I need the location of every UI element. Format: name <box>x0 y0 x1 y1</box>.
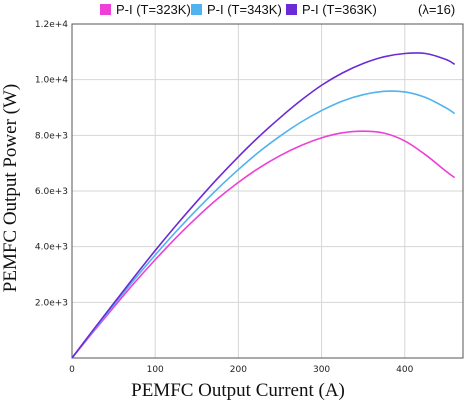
legend-label-323k: P-I (T=323K) <box>116 2 191 17</box>
legend-lambda-note: (λ=16) <box>418 2 455 17</box>
x-axis-title: PEMFC Output Current (A) <box>131 380 345 401</box>
series-lines <box>71 52 456 359</box>
y-tick-label: 1.0e+4 <box>35 76 68 86</box>
series-line-363k <box>71 52 456 359</box>
x-tick-label: 300 <box>313 365 330 375</box>
legend-label-363k: P-I (T=363K) <box>302 2 377 17</box>
x-tick-label: 100 <box>147 365 164 375</box>
y-tick-label: 6.0e+3 <box>35 187 68 197</box>
y-tick-label: 4.0e+3 <box>35 243 68 253</box>
legend-swatch-363k <box>286 4 297 15</box>
legend: P-I (T=323K) P-I (T=343K) P-I (T=363K) (… <box>100 2 455 17</box>
y-tick-label: 1.2e+4 <box>35 20 68 30</box>
x-axis-ticks: 0 100 200 300 400 <box>69 365 413 375</box>
y-tick-label: 8.0e+3 <box>35 131 68 141</box>
y-tick-label: 2.0e+3 <box>35 298 68 308</box>
grid <box>72 23 463 358</box>
plot-frame <box>71 23 464 359</box>
x-tick-label: 0 <box>69 365 75 375</box>
legend-label-343k: P-I (T=343K) <box>207 2 282 17</box>
series-line-323k <box>71 130 456 359</box>
x-tick-label: 200 <box>230 365 247 375</box>
series-line-343k <box>71 90 456 359</box>
y-axis-title: PEMFC Output Power (W) <box>0 84 21 292</box>
y-axis-ticks: 2.0e+3 4.0e+3 6.0e+3 8.0e+3 1.0e+4 1.2e+4 <box>35 20 68 308</box>
legend-swatch-343k <box>191 4 202 15</box>
legend-swatch-323k <box>100 4 111 15</box>
x-tick-label: 400 <box>396 365 413 375</box>
